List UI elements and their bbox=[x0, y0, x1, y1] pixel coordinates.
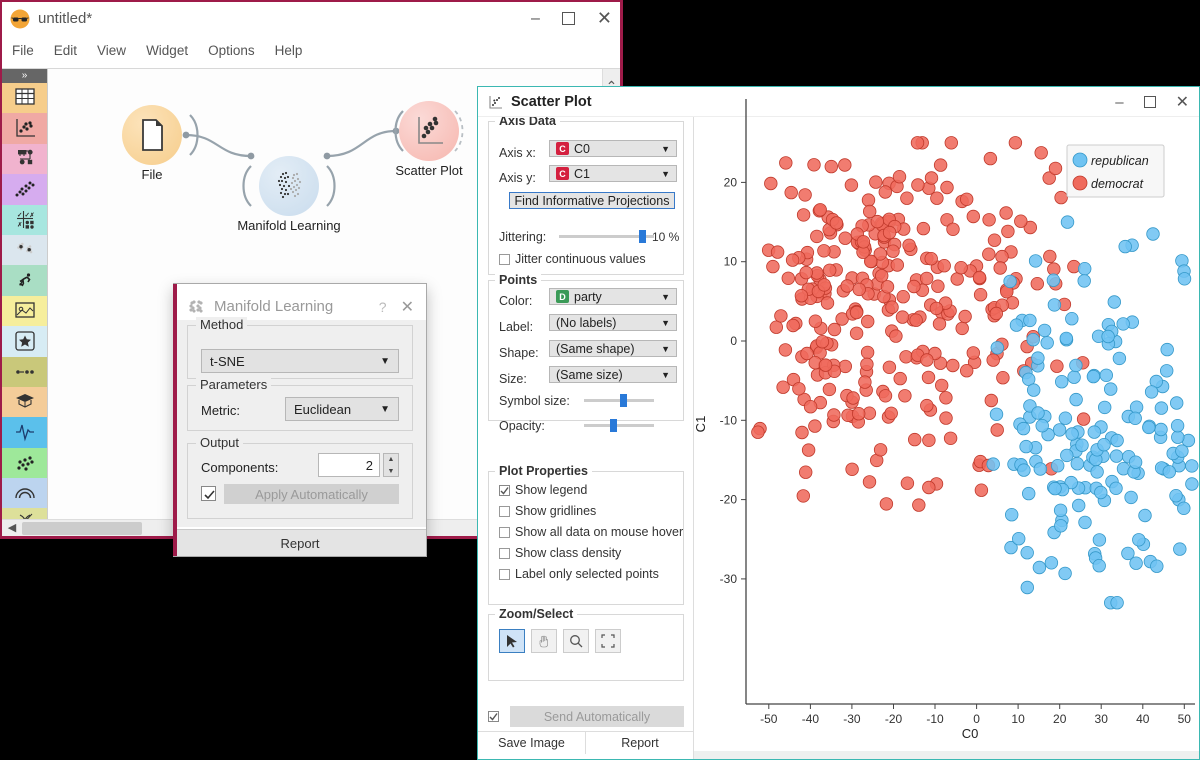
svg-text:✓: ✓ bbox=[17, 212, 22, 219]
svg-text:✗: ✗ bbox=[17, 221, 22, 228]
svg-text:✗: ✗ bbox=[29, 212, 34, 219]
